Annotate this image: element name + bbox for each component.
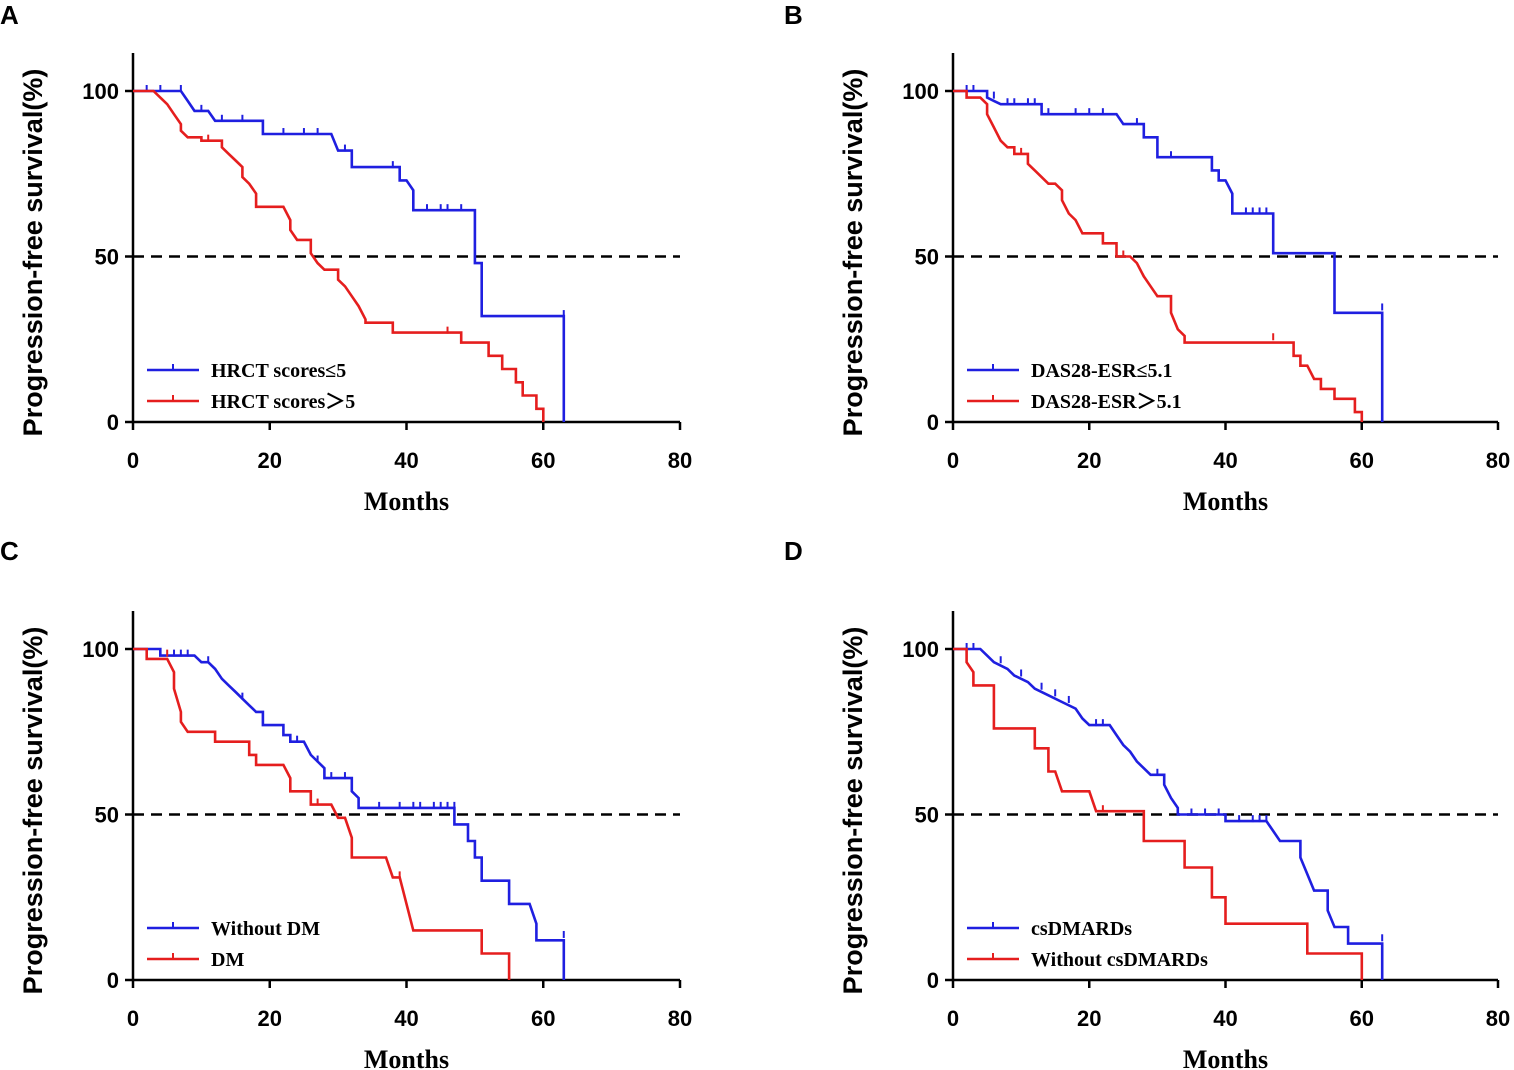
panel-label: D — [784, 536, 803, 566]
x-tick-label: 40 — [394, 1006, 418, 1031]
x-tick-label: 80 — [1486, 1006, 1510, 1031]
panel-label: C — [0, 536, 19, 566]
x-tick-label: 40 — [1213, 448, 1237, 473]
x-tick-label: 0 — [947, 1006, 959, 1031]
chart-panel-b: B 0 50 100 0 20 40 60 80 Months Progression-free s… — [784, 0, 1510, 516]
legend-label-1: HRCT scores≤5 — [211, 360, 346, 382]
y-axis-title: Progression-free survival(%) — [18, 69, 48, 437]
x-tick-label: 20 — [1077, 1006, 1101, 1031]
x-axis-title: Months — [1183, 487, 1268, 516]
y-tick-label: 50 — [95, 245, 119, 270]
series-line-2 — [133, 647, 511, 980]
y-tick-label: 100 — [902, 637, 939, 662]
x-tick-label: 20 — [1077, 448, 1101, 473]
y-axis-title: Progression-free survival(%) — [838, 627, 868, 995]
x-axis-title: Months — [1183, 1045, 1268, 1070]
y-tick-label: 0 — [927, 968, 939, 993]
legend-label-2: HRCT scores＞5 — [211, 391, 355, 413]
x-axis-title: Months — [364, 1045, 449, 1070]
y-axis-title: Progression-free survival(%) — [838, 69, 868, 437]
x-tick-label: 60 — [1350, 1006, 1374, 1031]
series-line-1 — [953, 647, 1384, 980]
y-tick-label: 0 — [107, 410, 119, 435]
panel-label: A — [0, 0, 19, 30]
y-tick-label: 100 — [82, 637, 119, 662]
series-line-2 — [953, 647, 1364, 980]
legend-label-2: DM — [211, 949, 244, 971]
y-axis-title: Progression-free survival(%) — [18, 627, 48, 995]
legend-label-2: DAS28-ESR＞5.1 — [1031, 391, 1182, 413]
x-tick-label: 80 — [1486, 448, 1510, 473]
chart-panel-c: C 0 50 100 0 20 40 60 80 Months Progression-free s… — [0, 536, 692, 1070]
y-tick-label: 100 — [82, 79, 119, 104]
chart-panel-a: A 0 50 100 0 20 40 60 80 Months Progression-free s… — [0, 0, 692, 516]
panel-label: B — [784, 0, 803, 30]
y-tick-label: 0 — [107, 968, 119, 993]
x-axis-title: Months — [364, 487, 449, 516]
legend-label-2: Without csDMARDs — [1031, 949, 1208, 971]
x-tick-label: 80 — [668, 448, 692, 473]
x-tick-label: 40 — [1213, 1006, 1237, 1031]
x-tick-label: 0 — [127, 1006, 139, 1031]
x-tick-label: 20 — [258, 448, 282, 473]
x-tick-label: 0 — [947, 448, 959, 473]
y-tick-label: 50 — [95, 803, 119, 828]
x-tick-label: 60 — [531, 1006, 555, 1031]
legend-label-1: DAS28-ESR≤5.1 — [1031, 360, 1173, 382]
y-tick-label: 50 — [915, 803, 939, 828]
legend-label-1: csDMARDs — [1031, 918, 1132, 940]
x-tick-label: 20 — [258, 1006, 282, 1031]
chart-panel-d: D 0 50 100 0 20 40 60 80 Months Progression-free s… — [784, 536, 1510, 1070]
x-tick-label: 0 — [127, 448, 139, 473]
series-line-1 — [133, 89, 566, 422]
y-tick-label: 50 — [915, 245, 939, 270]
series-line-2 — [133, 89, 545, 422]
x-tick-label: 60 — [1350, 448, 1374, 473]
x-tick-label: 60 — [531, 448, 555, 473]
x-tick-label: 80 — [668, 1006, 692, 1031]
legend-label-1: Without DM — [211, 918, 320, 940]
x-tick-label: 40 — [394, 448, 418, 473]
y-tick-label: 100 — [902, 79, 939, 104]
y-tick-label: 0 — [927, 410, 939, 435]
series-line-2 — [953, 89, 1364, 422]
